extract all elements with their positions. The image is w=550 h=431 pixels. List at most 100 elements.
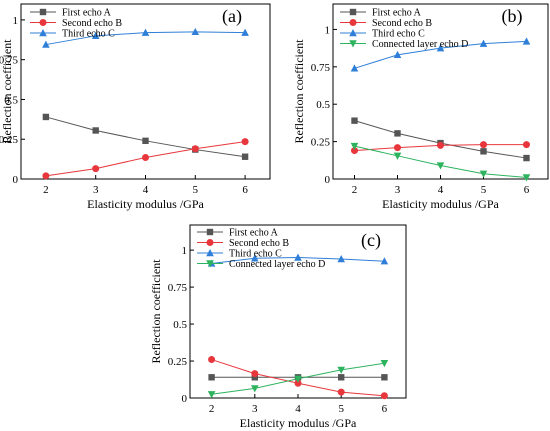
series-second-echo-b [351, 141, 530, 155]
series-line [354, 145, 527, 179]
y-tick-label: 1 [13, 15, 19, 27]
series-third-echo-c [42, 27, 249, 48]
data-point [294, 375, 302, 383]
data-point [241, 138, 249, 146]
data-point [351, 147, 358, 155]
y-tick-label: 0.5 [173, 319, 187, 331]
panel-label: (a) [222, 6, 242, 27]
x-tick-label: 3 [93, 184, 99, 196]
data-point [241, 28, 249, 36]
data-point [437, 141, 444, 149]
y-tick-label: 0.5 [4, 94, 18, 106]
data-point [251, 254, 259, 262]
y-tick-label: 0 [13, 174, 19, 186]
data-point [522, 174, 531, 182]
legend-entry: Connected layer echo D [340, 39, 468, 50]
data-point [208, 374, 215, 381]
x-tick-label: 4 [143, 184, 149, 196]
legend-label: First echo A [372, 8, 422, 19]
legend-marker [349, 19, 357, 26]
x-axis-label: Elasticity modulus /GPa [240, 416, 357, 430]
data-point [522, 37, 531, 45]
data-point [294, 379, 302, 387]
legend-marker [206, 239, 214, 246]
data-point [394, 130, 401, 137]
x-tick-label: 4 [438, 184, 444, 196]
legend-label: Connected layer echo D [229, 259, 325, 270]
y-tick-label: 0 [182, 393, 188, 405]
legend-label: Second echo B [62, 18, 122, 29]
data-point [251, 385, 259, 393]
series-second-echo-b [42, 138, 249, 180]
data-point [381, 374, 388, 381]
data-point [337, 255, 345, 263]
y-tick-label: 0.25 [311, 137, 331, 149]
data-point [251, 370, 259, 378]
legend-entry: Connected layer echo D [197, 259, 325, 270]
data-point [436, 44, 445, 52]
series-first-echo-a [351, 117, 530, 162]
legend-marker [39, 8, 47, 16]
panel-label: (c) [361, 230, 381, 251]
series-first-echo-a [42, 113, 249, 160]
x-tick-label: 3 [395, 184, 401, 196]
data-point [351, 117, 358, 124]
legend-entry: First echo A [197, 228, 279, 239]
y-tick-label: 1 [325, 24, 331, 36]
x-tick-label: 4 [295, 403, 301, 415]
x-tick-label: 2 [352, 184, 358, 196]
legend-entry: Second echo B [340, 18, 432, 29]
data-point [337, 388, 345, 396]
legend-entry: Second echo B [30, 18, 122, 29]
legend-marker [206, 260, 214, 268]
y-tick-label: 0.75 [0, 55, 19, 67]
data-point [380, 360, 389, 368]
panel-label: (b) [502, 6, 523, 27]
x-tick-label: 3 [252, 403, 258, 415]
x-tick-label: 2 [209, 403, 215, 415]
legend-entry: Third echo C [197, 249, 282, 260]
x-tick-label: 2 [43, 184, 49, 196]
legend-marker [206, 249, 214, 257]
legend-marker [349, 8, 357, 16]
plot-frame [332, 3, 549, 180]
chart-panel-b: 2 3 4 5 6 0 0.25 0.5 0.75 1 Elasticity modulus /GP… [292, 3, 549, 211]
chart-panel-c: 2 3 4 5 6 0 0.25 0.5 0.75 1 Elasticity modulus /GP… [149, 224, 407, 430]
data-point [191, 27, 200, 36]
data-point [42, 113, 50, 121]
x-tick-label: 6 [524, 184, 530, 196]
legend-marker [39, 19, 47, 26]
y-axis-label: Reflection coefficient [0, 39, 14, 144]
data-point [436, 162, 445, 170]
data-point [479, 170, 488, 178]
series-third-echo-c [350, 37, 531, 72]
data-point [393, 50, 402, 59]
legend-label: Second echo B [229, 238, 289, 249]
data-point [191, 145, 199, 153]
x-tick-label: 6 [382, 403, 388, 415]
data-point [92, 165, 100, 173]
legend-label: First echo A [62, 8, 112, 19]
data-point [523, 154, 530, 162]
data-point [91, 31, 100, 40]
y-axis-label: Reflection coefficient [149, 259, 163, 364]
y-tick-label: 0 [325, 174, 331, 186]
data-point [141, 28, 150, 36]
x-tick-label: 5 [481, 184, 487, 196]
x-tick-label: 6 [242, 184, 248, 196]
legend-label: Second echo B [372, 18, 432, 29]
y-tick-label: 0.25 [168, 356, 188, 368]
series-second-echo-b [208, 356, 388, 400]
data-point [393, 152, 402, 160]
y-tick-label: 0.25 [0, 134, 19, 146]
y-tick-label: 0.5 [316, 99, 330, 111]
legend-entry: Third echo C [340, 29, 425, 40]
data-point [338, 374, 345, 381]
data-point [394, 144, 401, 152]
legend-label: First echo A [229, 228, 279, 239]
data-point [42, 172, 50, 180]
data-point [479, 39, 488, 47]
data-point [480, 141, 487, 149]
legend-marker [39, 29, 47, 37]
